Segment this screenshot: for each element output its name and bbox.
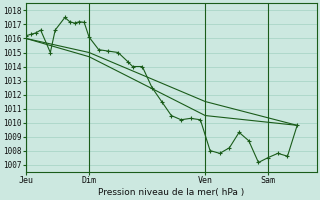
X-axis label: Pression niveau de la mer( hPa ): Pression niveau de la mer( hPa ) — [98, 188, 244, 197]
